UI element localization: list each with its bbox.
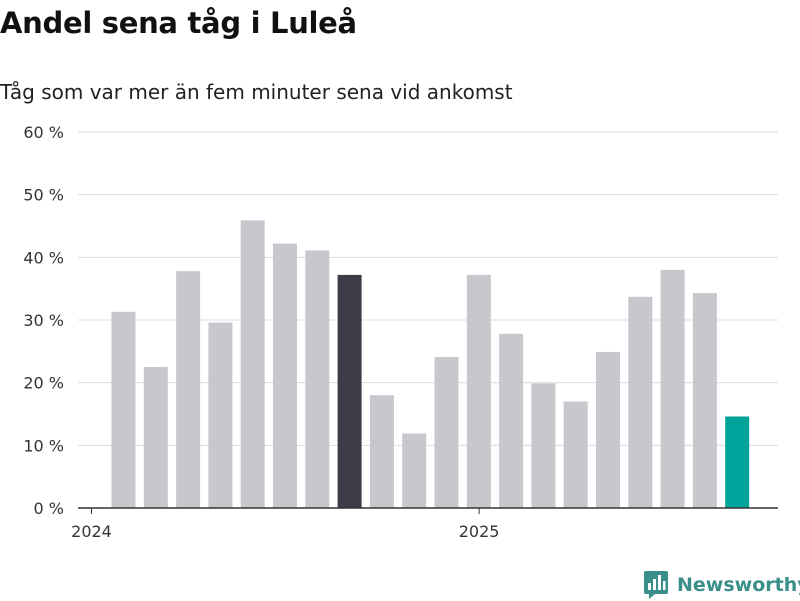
bar-highlighted	[337, 274, 362, 508]
bar	[499, 333, 524, 508]
bar	[240, 220, 265, 509]
bar	[369, 395, 394, 508]
x-axis-tick-labels: 2024 2025	[71, 508, 499, 541]
y-tick-label: 30 %	[23, 311, 64, 330]
bar	[402, 433, 427, 508]
bar	[143, 367, 168, 508]
bar	[531, 383, 556, 508]
bar	[434, 356, 459, 508]
y-tick-label: 0 %	[34, 499, 64, 518]
bar	[692, 293, 717, 508]
bar	[596, 351, 620, 508]
bars	[111, 220, 750, 509]
bar	[208, 322, 233, 508]
chart-subtitle: Tåg som var mer än fem minuter sena vid …	[0, 80, 513, 104]
bar	[305, 250, 330, 508]
x-tick-label: 2024	[71, 522, 112, 541]
newsworthy-chart-icon	[644, 571, 668, 599]
brand-logo: Newsworthy	[643, 569, 800, 601]
bar	[563, 401, 588, 508]
bar	[273, 243, 297, 508]
bar	[628, 296, 653, 508]
bar	[111, 311, 136, 508]
brand-name: Newsworthy	[677, 574, 800, 596]
y-tick-label: 10 %	[23, 436, 64, 455]
y-axis-tick-labels: 0 % 10 % 20 % 30 % 40 % 50 % 60 %	[23, 123, 64, 518]
y-tick-label: 40 %	[23, 248, 64, 267]
y-tick-label: 50 %	[23, 186, 64, 205]
chart-title: Andel sena tåg i Luleå	[0, 6, 357, 40]
y-tick-label: 20 %	[23, 374, 64, 393]
y-tick-label: 60 %	[23, 123, 64, 142]
bar	[466, 274, 491, 508]
bar	[176, 271, 201, 508]
bar-latest	[725, 416, 750, 508]
x-tick-label: 2025	[459, 522, 500, 541]
bar	[660, 269, 685, 508]
